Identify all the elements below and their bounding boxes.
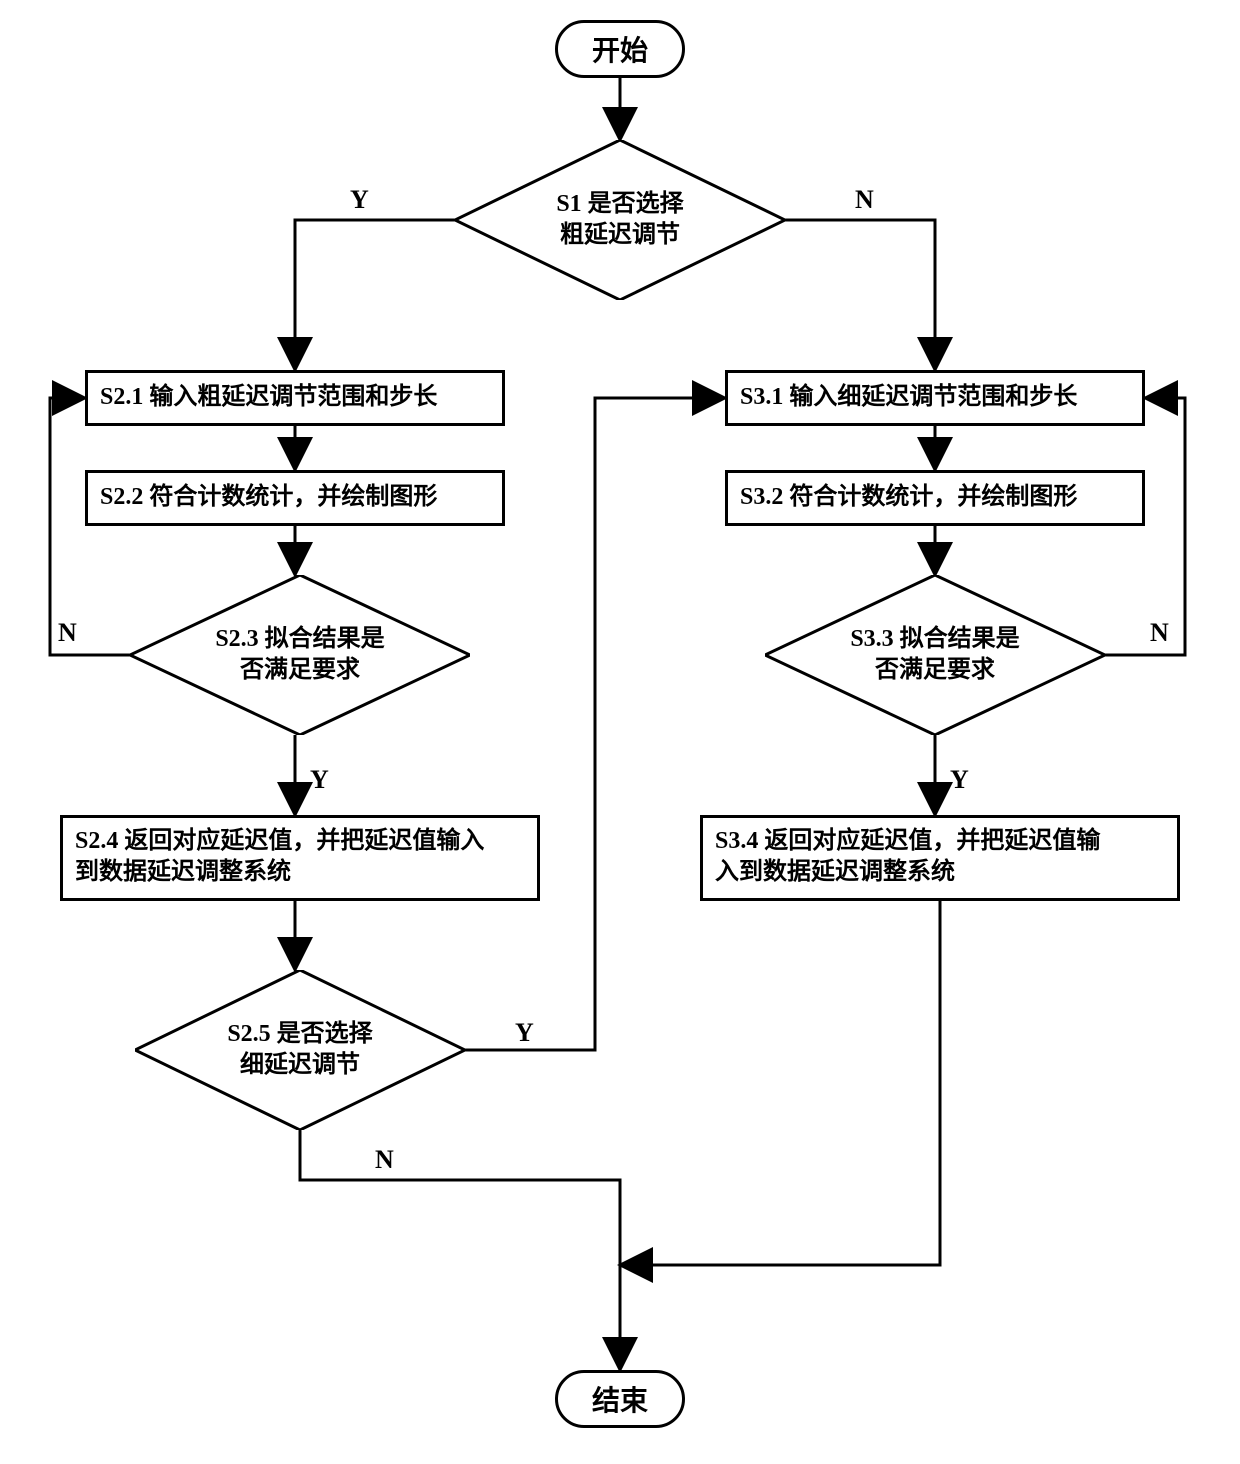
- connector-12: [1105, 398, 1185, 655]
- connector-14: [620, 901, 940, 1265]
- s1-label-1: S1 是否选择: [556, 189, 683, 220]
- flowchart-container: 开始 S1 是否选择 粗延迟调节 S2.1 输入粗延迟调节范围和步长 S2.2 …: [0, 0, 1240, 1464]
- s24-label-1: S2.4 返回对应延迟值，并把延迟值输入: [75, 826, 525, 857]
- edge-label-8: Y: [515, 1018, 534, 1048]
- decision-s25: S2.5 是否选择 细延迟调节: [135, 970, 465, 1130]
- connector-9: [300, 1130, 620, 1370]
- decision-s33: S3.3 拟合结果是 否满足要求: [765, 575, 1105, 735]
- s33-label-1: S3.3 拟合结果是: [850, 624, 1019, 655]
- process-s32: S3.2 符合计数统计，并绘制图形: [725, 470, 1145, 526]
- edge-label-2: N: [855, 185, 874, 215]
- connector-5: [50, 398, 130, 655]
- s21-label: S2.1 输入粗延迟调节范围和步长: [100, 382, 437, 413]
- edge-label-5: N: [58, 618, 77, 648]
- end-label: 结束: [592, 1379, 648, 1419]
- decision-s1: S1 是否选择 粗延迟调节: [455, 140, 785, 300]
- edge-label-9: N: [375, 1145, 394, 1175]
- s33-label-2: 否满足要求: [850, 655, 1019, 686]
- s34-label-1: S3.4 返回对应延迟值，并把延迟值输: [715, 826, 1165, 857]
- edge-label-1: Y: [350, 185, 369, 215]
- s23-label-1: S2.3 拟合结果是: [215, 624, 384, 655]
- process-s31: S3.1 输入细延迟调节范围和步长: [725, 370, 1145, 426]
- process-s24: S2.4 返回对应延迟值，并把延迟值输入 到数据延迟调整系统: [60, 815, 540, 901]
- connector-1: [295, 220, 455, 370]
- start-label: 开始: [592, 29, 648, 69]
- s23-label-2: 否满足要求: [215, 655, 384, 686]
- edge-label-12: N: [1150, 618, 1169, 648]
- process-s21: S2.1 输入粗延迟调节范围和步长: [85, 370, 505, 426]
- s32-label: S3.2 符合计数统计，并绘制图形: [740, 482, 1077, 513]
- s25-label-1: S2.5 是否选择: [227, 1019, 372, 1050]
- decision-s23: S2.3 拟合结果是 否满足要求: [130, 575, 470, 735]
- s25-label-2: 细延迟调节: [227, 1050, 372, 1081]
- s31-label: S3.1 输入细延迟调节范围和步长: [740, 382, 1077, 413]
- end-terminator: 结束: [555, 1370, 685, 1428]
- process-s22: S2.2 符合计数统计，并绘制图形: [85, 470, 505, 526]
- connector-2: [785, 220, 935, 370]
- s34-label-2: 入到数据延迟调整系统: [715, 857, 1165, 888]
- s22-label: S2.2 符合计数统计，并绘制图形: [100, 482, 437, 513]
- s24-label-2: 到数据延迟调整系统: [75, 857, 525, 888]
- process-s34: S3.4 返回对应延迟值，并把延迟值输 入到数据延迟调整系统: [700, 815, 1180, 901]
- s1-label-2: 粗延迟调节: [556, 220, 683, 251]
- edge-label-6: Y: [310, 765, 329, 795]
- start-terminator: 开始: [555, 20, 685, 78]
- edge-label-13: Y: [950, 765, 969, 795]
